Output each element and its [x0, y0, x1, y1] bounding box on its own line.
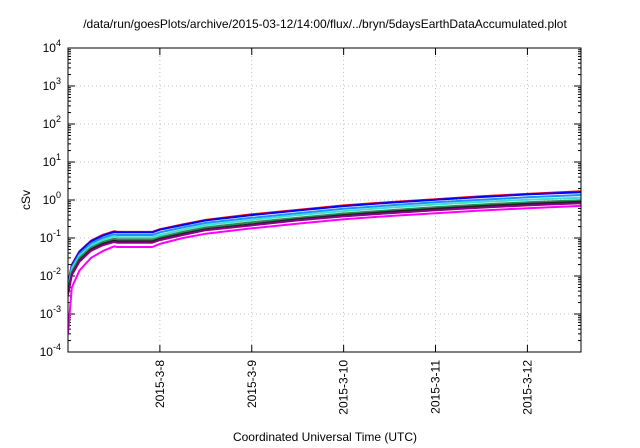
x-tick-label: 2015-3-8 — [153, 360, 167, 408]
x-tick-label: 2015-3-11 — [429, 360, 443, 414]
series-line-5 — [68, 199, 581, 292]
y-axis-label: cSv — [19, 190, 33, 210]
series-line-3 — [68, 194, 581, 288]
chart-title: /data/run/goesPlots/archive/2015-03-12/1… — [83, 17, 567, 31]
x-axis-label: Coordinated Universal Time (UTC) — [233, 430, 417, 444]
y-tick-label: 10-1 — [40, 228, 61, 245]
series-line-4 — [68, 196, 581, 290]
y-tick-label: 101 — [43, 152, 61, 169]
series-line-7 — [68, 202, 581, 295]
x-tick-label: 2015-3-10 — [337, 360, 351, 415]
y-tick-label: 102 — [43, 114, 61, 131]
x-tick-labels: 2015-3-8 2015-3-9 2015-3-10 2015-3-11 2015-3… — [153, 360, 535, 415]
x-tick-label: 2015-3-12 — [520, 360, 534, 415]
series-line-8 — [68, 204, 581, 334]
series-group — [68, 190, 581, 334]
x-tick-label: 2015-3-9 — [245, 360, 259, 408]
y-tick-labels: 10-4 10-3 10-2 10-1 100 101 102 103 104 — [40, 38, 61, 359]
y-tick-label: 10-4 — [40, 342, 61, 359]
plot-frame — [67, 47, 582, 353]
y-tick-label: 10-2 — [40, 266, 61, 283]
y-tick-label: 10-3 — [40, 304, 61, 321]
series-line-6 — [68, 200, 581, 294]
y-tick-label: 104 — [43, 38, 61, 55]
y-tick-label: 100 — [43, 190, 61, 207]
y-tick-label: 103 — [43, 76, 61, 93]
series-line-2 — [68, 191, 581, 286]
